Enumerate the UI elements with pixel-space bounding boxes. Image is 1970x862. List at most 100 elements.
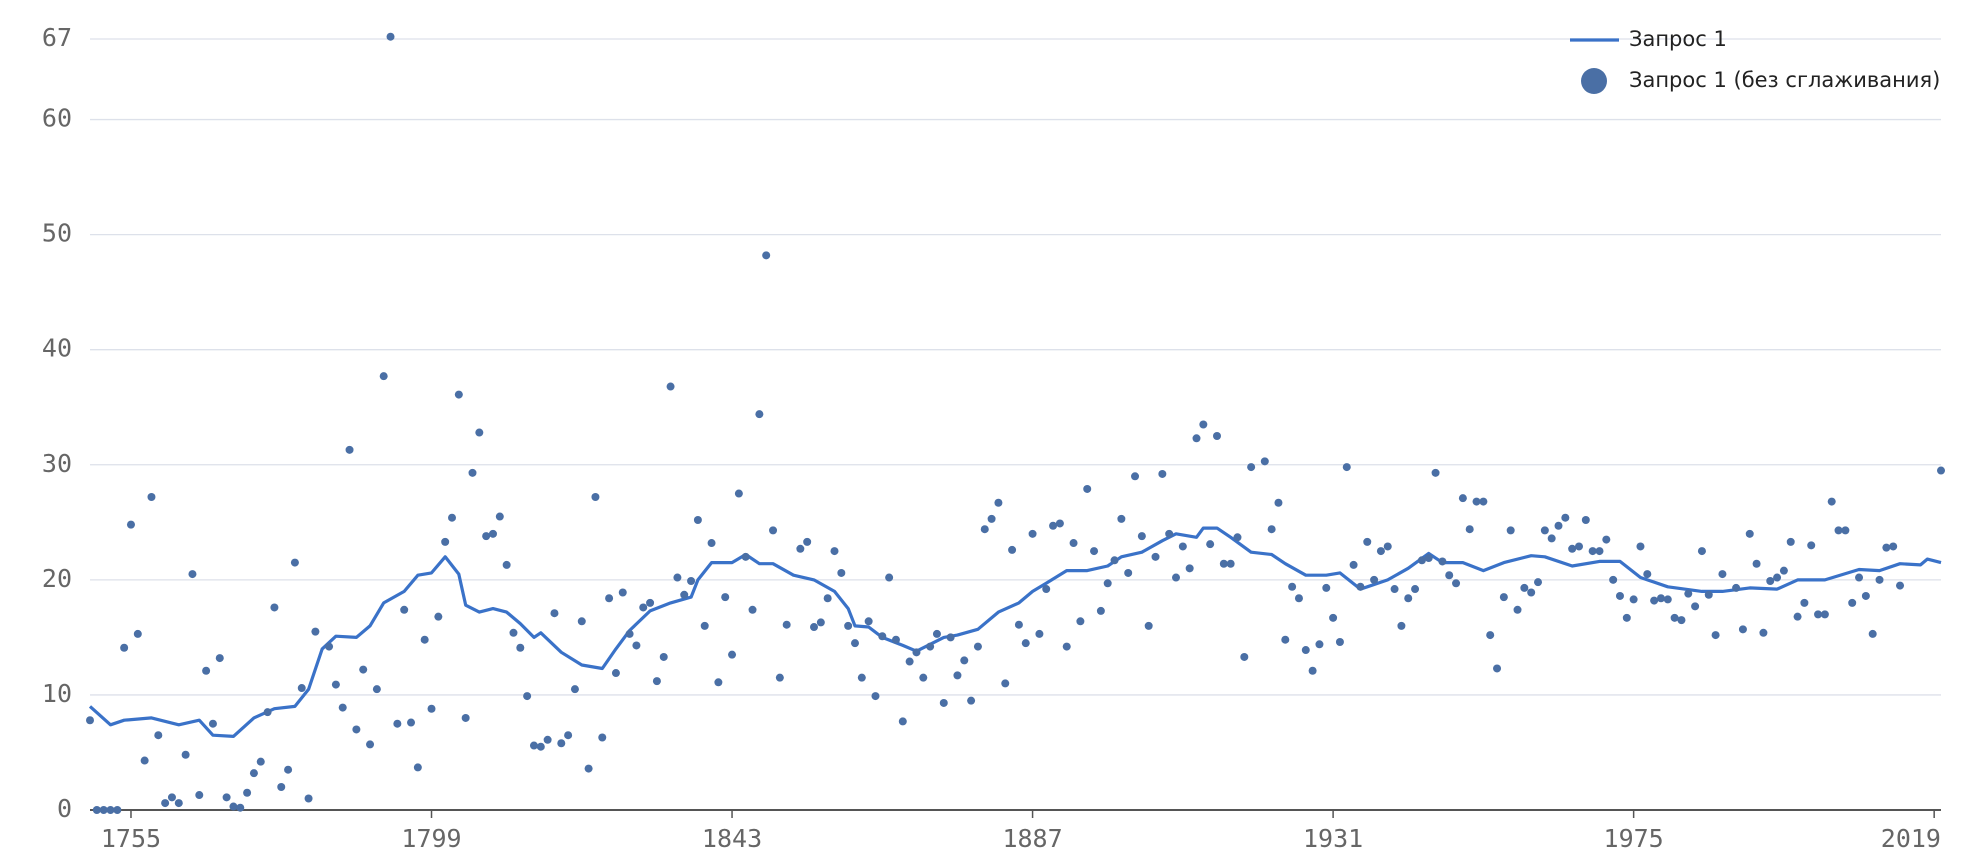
- point: [1008, 545, 1017, 554]
- point: [523, 692, 532, 701]
- point: [1527, 588, 1536, 597]
- point: [120, 643, 129, 652]
- point: [659, 652, 668, 661]
- point: [1711, 631, 1720, 640]
- point: [1417, 556, 1426, 565]
- legend-label: Запрос 1 (без сглаживания): [1629, 68, 1940, 92]
- point: [1937, 466, 1945, 475]
- point: [1534, 578, 1543, 587]
- point: [1438, 557, 1447, 566]
- point: [919, 673, 928, 682]
- point: [1322, 583, 1331, 592]
- point: [652, 677, 661, 686]
- point: [311, 627, 320, 636]
- point: [413, 763, 422, 772]
- point: [1021, 639, 1030, 648]
- point: [1383, 542, 1392, 551]
- point: [1704, 590, 1713, 599]
- point: [666, 382, 675, 391]
- point: [550, 609, 559, 618]
- point: [236, 803, 245, 812]
- point: [734, 489, 743, 498]
- point: [1738, 625, 1747, 634]
- point: [693, 516, 702, 525]
- point: [891, 635, 900, 644]
- x-tick-label: 2019: [1881, 824, 1941, 853]
- point: [1493, 664, 1502, 673]
- point: [448, 513, 457, 522]
- point: [1479, 497, 1488, 506]
- point: [147, 492, 156, 501]
- point: [133, 629, 142, 638]
- point: [1499, 593, 1508, 602]
- point: [1301, 646, 1310, 655]
- point: [1452, 579, 1461, 588]
- point: [1404, 594, 1413, 603]
- point: [611, 669, 620, 678]
- point: [1718, 570, 1727, 579]
- point: [1465, 525, 1474, 534]
- point: [1766, 577, 1775, 586]
- point: [741, 552, 750, 561]
- point: [277, 782, 286, 791]
- point: [973, 642, 982, 651]
- point: [1615, 591, 1624, 600]
- point: [154, 731, 163, 740]
- point: [1820, 610, 1829, 619]
- point: [1028, 529, 1037, 538]
- point: [905, 657, 914, 666]
- point: [372, 685, 381, 694]
- point: [946, 633, 955, 642]
- point: [482, 532, 491, 541]
- point: [885, 573, 894, 582]
- point: [994, 498, 1003, 507]
- point: [1861, 591, 1870, 600]
- point: [939, 698, 948, 707]
- point: [1896, 581, 1905, 590]
- point: [1165, 529, 1174, 538]
- point: [960, 656, 969, 665]
- point: [714, 678, 723, 687]
- point: [1370, 575, 1379, 584]
- point: [707, 539, 716, 548]
- point: [1233, 533, 1242, 542]
- point: [1684, 589, 1693, 598]
- point: [1882, 543, 1891, 552]
- point: [454, 390, 463, 399]
- point: [113, 806, 122, 814]
- point: [1875, 575, 1884, 584]
- point: [598, 733, 607, 742]
- point: [366, 740, 375, 749]
- point: [400, 605, 409, 614]
- point: [1240, 652, 1249, 661]
- point: [1827, 497, 1836, 506]
- point: [516, 643, 525, 652]
- point: [1001, 679, 1010, 688]
- point: [1697, 547, 1706, 556]
- point: [823, 594, 832, 603]
- point: [1855, 573, 1864, 582]
- point: [687, 577, 696, 586]
- point: [830, 547, 839, 556]
- point: [208, 719, 217, 728]
- point: [1131, 472, 1140, 481]
- point: [1424, 553, 1433, 562]
- point: [1219, 559, 1228, 568]
- point: [570, 685, 579, 694]
- point: [1800, 598, 1809, 607]
- point: [646, 598, 655, 607]
- point: [1144, 621, 1153, 630]
- point: [1609, 575, 1618, 584]
- point: [1663, 595, 1672, 604]
- point: [1363, 537, 1372, 546]
- point: [1574, 542, 1583, 551]
- point: [1629, 595, 1638, 604]
- point: [222, 793, 231, 802]
- y-tick-label: 67: [42, 23, 72, 52]
- point: [92, 806, 101, 814]
- point: [1677, 616, 1686, 625]
- point: [290, 558, 299, 567]
- x-tick-label: 1931: [1303, 824, 1363, 853]
- point: [420, 635, 429, 644]
